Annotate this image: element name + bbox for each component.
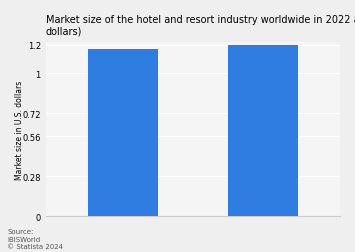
- Text: Source:
IBISWorld
© Statista 2024: Source: IBISWorld © Statista 2024: [7, 229, 63, 249]
- Bar: [88, 50, 158, 216]
- Y-axis label: Market size in U.S. dollars: Market size in U.S. dollars: [15, 80, 24, 179]
- Bar: [228, 46, 298, 216]
- Text: Market size of the hotel and resort industry worldwide in 2022 and 2023 (in tril: Market size of the hotel and resort indu…: [46, 15, 355, 37]
